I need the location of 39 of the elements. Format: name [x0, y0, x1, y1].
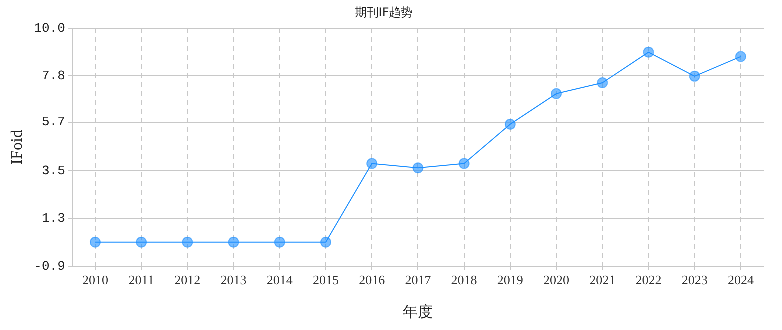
point [320, 236, 332, 248]
point [274, 236, 286, 248]
point [689, 70, 700, 82]
x-tick-label: 2018 [451, 272, 478, 288]
point [366, 158, 378, 170]
point [182, 236, 194, 248]
point [551, 88, 562, 100]
point [643, 46, 654, 58]
x-tick-label: 2023 [682, 272, 708, 288]
point [412, 162, 424, 174]
x-tick-label: 2024 [728, 272, 754, 288]
y-axis-title: IFoid [8, 130, 26, 165]
y-tick-label: -0.9 [34, 258, 66, 274]
point [136, 236, 148, 248]
point [458, 158, 470, 170]
y-tick-label: 1.3 [42, 211, 66, 226]
y-tick-label: 3.5 [42, 164, 66, 179]
point [735, 51, 746, 62]
y-tick-label: 10.0 [34, 20, 66, 36]
point [504, 118, 516, 130]
y-tick-label: 7.8 [42, 68, 66, 84]
x-tick-label: 2010 [82, 272, 108, 288]
x-axis-title: 年度 [403, 302, 434, 321]
x-tick-label: 2021 [590, 272, 616, 288]
x-tick-label: 2013 [220, 272, 247, 288]
x-tick-label: 2014 [266, 272, 294, 288]
x-tick-label: 2020 [544, 272, 570, 288]
x-tick-label: 2022 [636, 272, 662, 288]
x-tick-label: 2015 [312, 272, 339, 288]
x-tick-label: 2016 [359, 272, 386, 288]
y-tick-label: 5.7 [42, 114, 66, 130]
x-tick-label: 2012 [174, 272, 201, 288]
point [597, 77, 608, 88]
x-tick-label: 2017 [405, 272, 432, 288]
point [228, 236, 240, 248]
point [90, 236, 101, 248]
chart-title: 期刊IF趋势 [354, 5, 414, 20]
x-tick-label: 2019 [497, 272, 524, 288]
x-tick-label: 2011 [128, 272, 154, 288]
